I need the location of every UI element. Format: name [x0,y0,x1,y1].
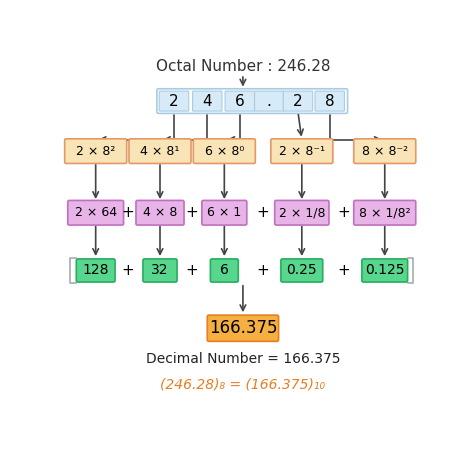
Text: +: + [257,263,269,278]
FancyBboxPatch shape [157,89,347,113]
FancyBboxPatch shape [255,91,284,111]
FancyBboxPatch shape [202,200,247,225]
Text: +: + [186,205,199,220]
FancyBboxPatch shape [275,200,329,225]
Text: +: + [121,263,134,278]
Text: Decimal Number = 166.375: Decimal Number = 166.375 [146,352,340,366]
FancyBboxPatch shape [225,91,255,111]
FancyBboxPatch shape [159,91,189,111]
Text: 2: 2 [169,94,179,109]
Text: 2: 2 [293,94,303,109]
FancyBboxPatch shape [210,259,238,282]
FancyBboxPatch shape [129,139,191,163]
FancyBboxPatch shape [362,259,408,282]
Text: 6 × 1: 6 × 1 [207,206,241,219]
Text: Octal Number : 246.28: Octal Number : 246.28 [155,59,330,74]
Text: 2 × 8²: 2 × 8² [76,145,115,158]
Text: +: + [337,205,350,220]
Text: +: + [337,263,350,278]
Text: 4: 4 [202,94,212,109]
FancyBboxPatch shape [68,200,124,225]
FancyBboxPatch shape [64,139,127,163]
Text: 166.375: 166.375 [209,319,277,337]
Text: 8 × 1/8²: 8 × 1/8² [359,206,410,219]
Text: 2 × 64: 2 × 64 [74,206,117,219]
Text: 8 × 8⁻²: 8 × 8⁻² [362,145,408,158]
FancyBboxPatch shape [354,139,416,163]
Text: 2 × 8⁻¹: 2 × 8⁻¹ [279,145,325,158]
Text: 0.125: 0.125 [365,263,404,277]
Text: 128: 128 [82,263,109,277]
FancyBboxPatch shape [76,259,115,282]
FancyBboxPatch shape [193,139,255,163]
Text: 6: 6 [235,94,245,109]
Text: 8: 8 [325,94,335,109]
Text: +: + [257,205,269,220]
FancyBboxPatch shape [283,91,313,111]
Text: 0.25: 0.25 [286,263,317,277]
Text: 4 × 8¹: 4 × 8¹ [140,145,180,158]
FancyBboxPatch shape [271,139,333,163]
Text: 6 × 8⁰: 6 × 8⁰ [205,145,244,158]
Text: 2 × 1/8: 2 × 1/8 [279,206,325,219]
FancyBboxPatch shape [354,200,416,225]
Text: +: + [121,205,134,220]
Text: .: . [267,94,272,109]
Text: +: + [186,263,199,278]
Text: 32: 32 [151,263,169,277]
FancyBboxPatch shape [143,259,177,282]
FancyBboxPatch shape [192,91,222,111]
Text: (246.28)₈ = (166.375)₁₀: (246.28)₈ = (166.375)₁₀ [160,377,326,391]
FancyBboxPatch shape [281,259,323,282]
FancyBboxPatch shape [315,91,345,111]
FancyBboxPatch shape [136,200,184,225]
Text: 6: 6 [220,263,229,277]
Text: 4 × 8: 4 × 8 [143,206,177,219]
FancyBboxPatch shape [207,315,279,341]
